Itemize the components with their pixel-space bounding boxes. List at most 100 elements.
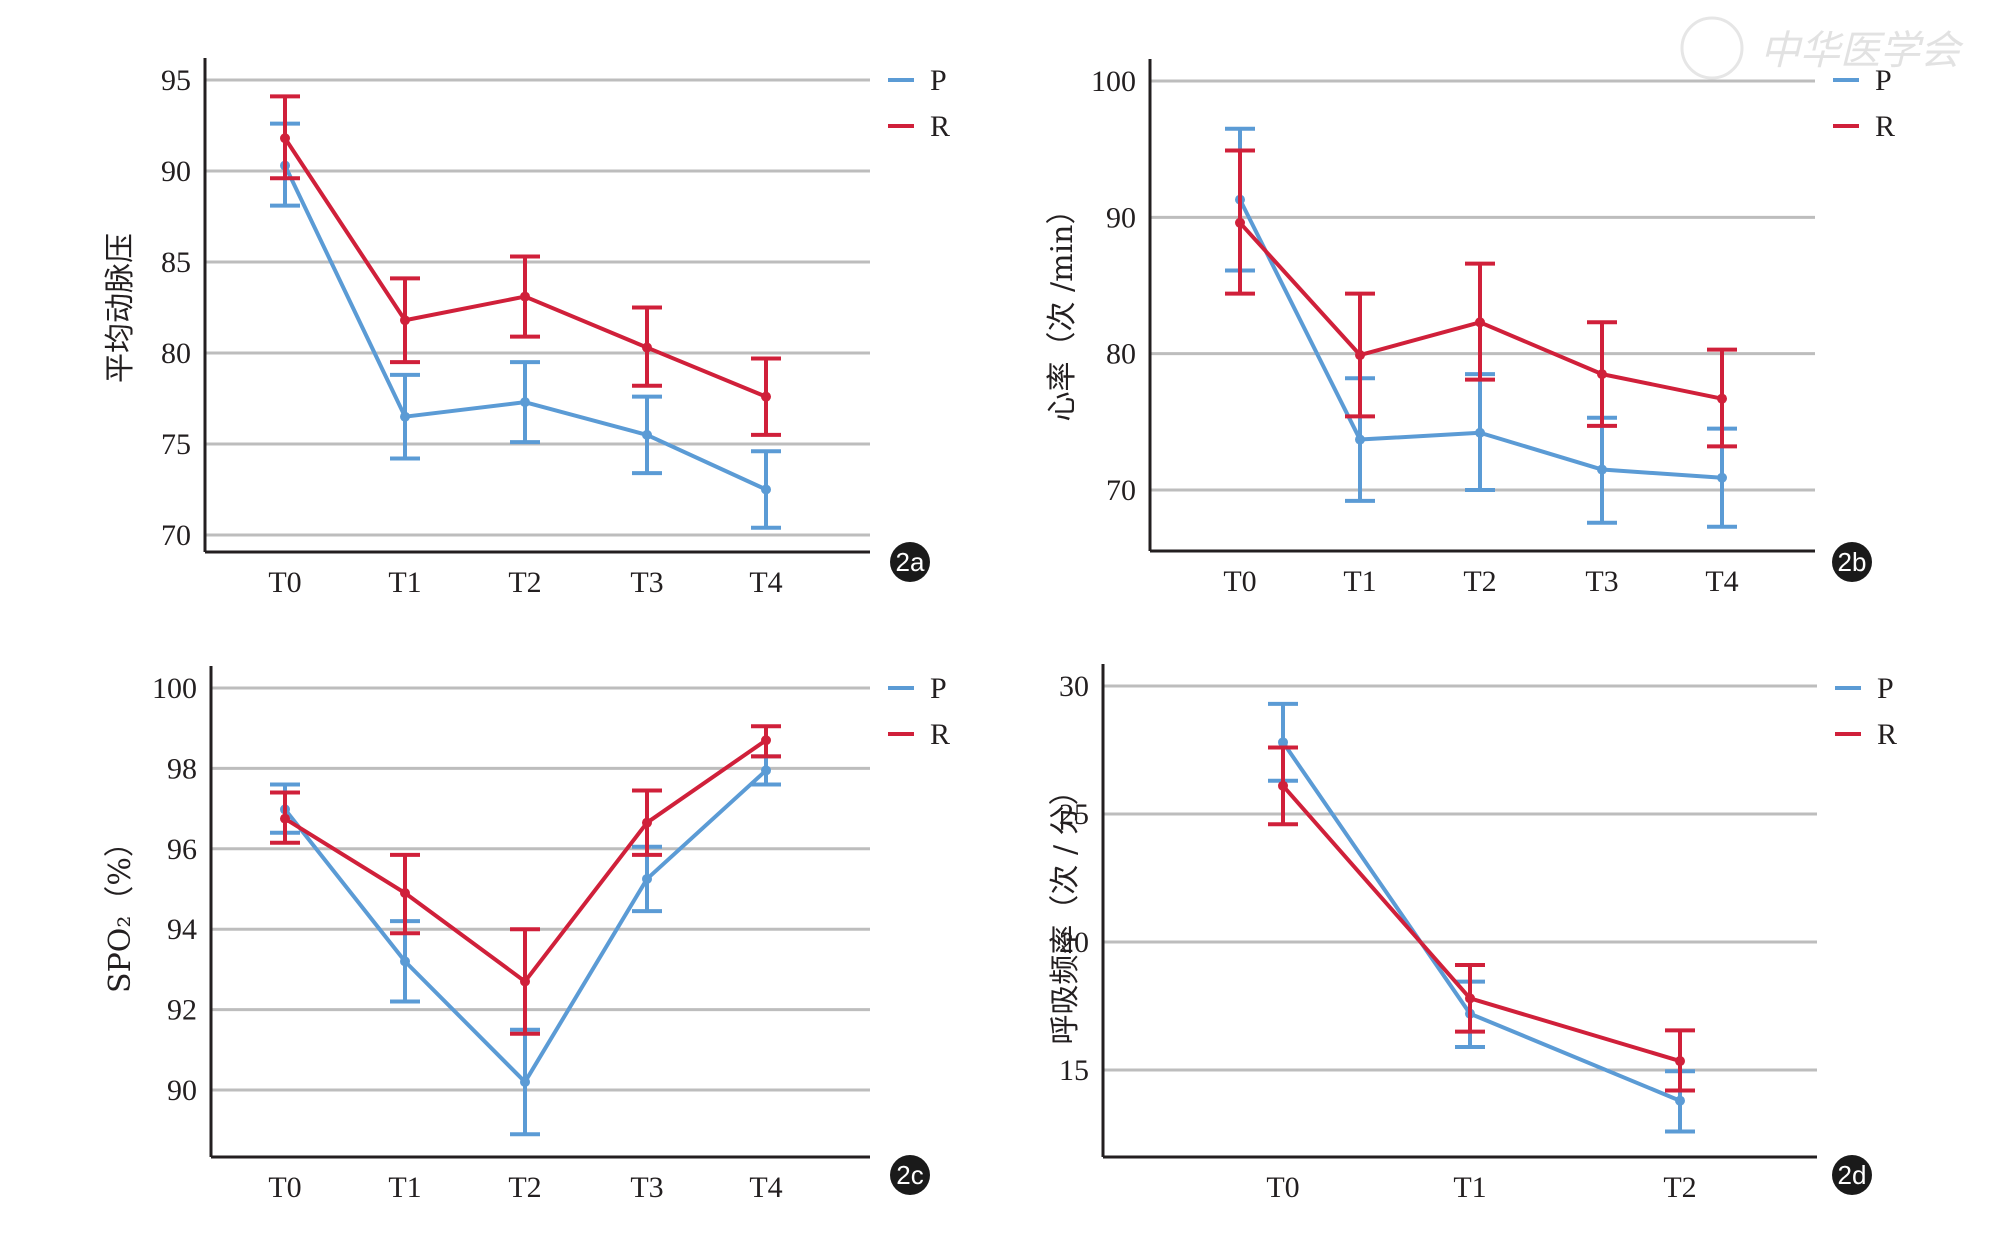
series-P: [270, 754, 781, 1137]
legend: PR: [1835, 672, 1897, 751]
x-tick-label: T1: [1343, 565, 1376, 598]
data-point: [520, 291, 530, 302]
data-point: [400, 956, 410, 967]
data-point: [1278, 737, 1288, 748]
legend-label-R: R: [930, 110, 950, 143]
y-tick-label: 92: [167, 994, 197, 1027]
data-point: [1475, 317, 1485, 328]
series-R: [270, 724, 781, 1036]
series-R: [270, 94, 781, 437]
data-point: [1675, 1095, 1685, 1106]
x-tick-label: T1: [388, 566, 421, 599]
legend-label-R: R: [1875, 110, 1895, 143]
watermark: 中华医学会: [1680, 16, 1964, 80]
legend: PR: [888, 64, 950, 143]
y-tick-label: 90: [167, 1074, 197, 1107]
y-axis-title: 呼吸频率（次 / 分）: [1048, 775, 1083, 1044]
y-axis-title: SPO₂（%）: [103, 827, 138, 993]
data-point: [400, 888, 410, 899]
legend-label-P: P: [1875, 64, 1892, 97]
x-tick-label: T4: [1705, 565, 1738, 598]
data-point: [761, 391, 771, 402]
panel-badge-circle: [890, 1155, 930, 1195]
data-point: [1235, 217, 1245, 228]
y-axis-title: 平均动脉压: [103, 233, 138, 383]
watermark-text: 中华医学会: [1760, 28, 1964, 74]
y-tick-label: 95: [161, 64, 191, 97]
data-point: [280, 813, 290, 824]
panel-badge: 2c: [890, 1155, 930, 1195]
data-point: [1717, 472, 1727, 483]
data-point: [1597, 464, 1607, 475]
data-point: [1675, 1056, 1685, 1067]
legend-label-P: P: [930, 64, 947, 97]
x-tick-label: T2: [1463, 565, 1496, 598]
y-tick-label: 100: [152, 672, 197, 705]
panel-badge: 2b: [1832, 542, 1872, 582]
legend-label-R: R: [930, 718, 950, 751]
y-tick-label: 100: [1091, 65, 1136, 98]
legend: PR: [888, 672, 950, 751]
y-tick-label: 75: [161, 428, 191, 461]
series-R: [1225, 148, 1737, 449]
legend: PR: [1833, 64, 1895, 143]
series-P: [1268, 701, 1695, 1134]
legend-label-R: R: [1877, 718, 1897, 751]
data-point: [761, 484, 771, 495]
data-point: [400, 315, 410, 326]
y-tick-label: 20: [1059, 926, 1089, 959]
data-point: [1475, 427, 1485, 438]
y-tick-label: 90: [161, 155, 191, 188]
y-tick-label: 25: [1059, 798, 1089, 831]
y-tick-label: 70: [161, 519, 191, 552]
x-tick-label: T2: [508, 566, 541, 599]
y-tick-label: 80: [161, 337, 191, 370]
x-tick-label: T1: [388, 1171, 421, 1204]
data-point: [642, 873, 652, 884]
chart-panel-2b: 70 80 90 100 T0 T1 T2 T3 T4 心率（次 /min） PR 2b: [1045, 59, 1895, 598]
data-point: [642, 429, 652, 440]
y-tick-label: 15: [1059, 1054, 1089, 1087]
y-tick-label: 94: [167, 913, 197, 946]
x-tick-label: T0: [268, 1171, 301, 1204]
y-tick-label: 70: [1106, 474, 1136, 507]
x-tick-label: T0: [1266, 1171, 1299, 1204]
panel-badge-label: 2b: [1838, 547, 1867, 577]
x-tick-label: T3: [630, 566, 663, 599]
data-point: [1465, 993, 1475, 1004]
x-tick-label: T3: [630, 1171, 663, 1204]
panel-badge: 2a: [890, 542, 930, 582]
series-R: [1268, 745, 1695, 1093]
data-point: [520, 397, 530, 408]
y-tick-label: 85: [161, 246, 191, 279]
data-point: [1278, 780, 1288, 791]
legend-label-P: P: [1877, 672, 1894, 705]
panel-badge: 2d: [1832, 1155, 1872, 1195]
x-tick-label: T2: [508, 1171, 541, 1204]
data-point: [280, 133, 290, 144]
chart-panel-2c: 90 92 94 96 98 100 T0 T1 T2 T3 T4 SPO₂（%） PR 2c: [103, 666, 950, 1204]
data-point: [520, 976, 530, 987]
data-point: [642, 817, 652, 828]
x-tick-label: T3: [1585, 565, 1618, 598]
legend-label-P: P: [930, 672, 947, 705]
x-tick-label: T1: [1453, 1171, 1486, 1204]
x-tick-label: T0: [268, 566, 301, 599]
chart-panel-2d: 15 20 25 30 T0 T1 T2 呼吸频率（次 / 分） PR 2d: [1048, 664, 1897, 1204]
data-point: [761, 735, 771, 746]
series-P: [270, 121, 781, 530]
y-axis-title: 心率（次 /min）: [1045, 194, 1080, 421]
chart-panel-2a: 70 75 80 85 90 95 T0 T1 T2 T3 T4 平均动脉压 PR 2a: [103, 58, 950, 599]
data-point: [520, 1076, 530, 1087]
data-point: [642, 342, 652, 353]
x-tick-label: T4: [749, 1171, 782, 1204]
y-tick-label: 98: [167, 752, 197, 785]
y-tick-label: 96: [167, 833, 197, 866]
x-tick-label: T4: [749, 566, 782, 599]
panel-badge-circle: [1832, 1155, 1872, 1195]
panel-badge-circle: [1832, 542, 1872, 582]
watermark-seal-icon: [1680, 16, 1744, 80]
panel-badge-label: 2a: [896, 547, 925, 577]
x-tick-label: T2: [1663, 1171, 1696, 1204]
